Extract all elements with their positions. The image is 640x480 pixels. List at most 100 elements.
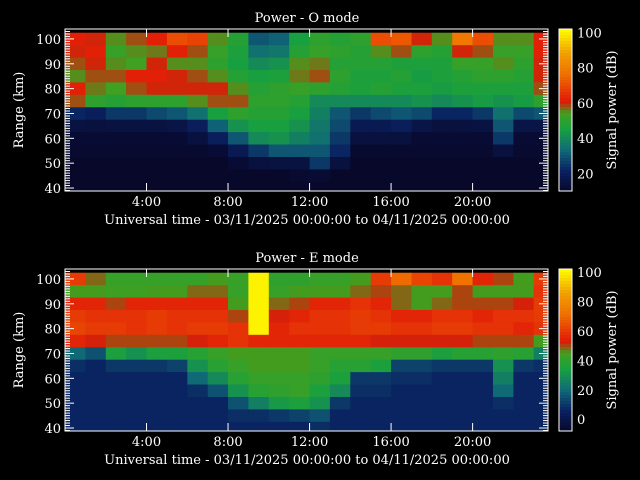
heatmap-cell — [166, 310, 188, 323]
heatmap-cell — [166, 322, 188, 336]
heatmap-cell — [65, 181, 86, 192]
heatmap-cell — [391, 169, 412, 183]
heatmap-cell — [207, 421, 229, 432]
heatmap-cell — [228, 157, 249, 170]
colorbar-segment — [559, 422, 572, 426]
heatmap-cell — [187, 322, 209, 336]
heatmap-cell — [431, 322, 453, 336]
colorbar-segment — [559, 404, 572, 408]
colorbar-segment — [559, 59, 572, 63]
heatmap-cell — [228, 297, 249, 311]
heatmap-cell — [289, 397, 311, 410]
heatmap-cell — [126, 334, 147, 348]
heatmap-cell — [452, 144, 474, 158]
heatmap-cell — [513, 45, 535, 59]
x-tick-label: 12:00 — [291, 195, 328, 210]
heatmap-cell — [411, 285, 433, 299]
heatmap-cell — [391, 322, 412, 336]
heatmap-cell — [166, 421, 188, 432]
heatmap-cell — [431, 421, 453, 432]
heatmap-cell — [309, 347, 331, 361]
heatmap-cell — [166, 144, 188, 158]
heatmap-cell — [126, 285, 147, 299]
heatmap-cell — [493, 409, 514, 423]
y-axis-label: Range (km) — [12, 312, 27, 389]
heatmap-cell — [329, 322, 351, 336]
heatmap-cell — [370, 157, 392, 170]
colorbar-segment — [559, 56, 572, 60]
heatmap-cell — [126, 107, 147, 121]
heatmap-cell — [228, 57, 249, 71]
heatmap-cell — [207, 359, 229, 373]
heatmap-cell — [472, 285, 494, 299]
heatmap-cell — [370, 181, 392, 192]
heatmap-cell — [370, 32, 392, 46]
heatmap-cell — [533, 94, 549, 108]
heatmap-cell — [309, 82, 331, 96]
colorbar-segment — [559, 296, 572, 300]
heatmap-cell — [370, 272, 392, 286]
heatmap-cell — [126, 32, 147, 46]
heatmap-cell — [411, 359, 433, 373]
heatmap-cell — [187, 397, 209, 410]
heatmap-cell — [289, 132, 311, 145]
heatmap-cell — [166, 169, 188, 183]
heatmap-cell — [391, 70, 412, 83]
heatmap-cell — [268, 169, 290, 183]
heatmap-cell — [166, 70, 188, 83]
heatmap-cell — [309, 32, 331, 46]
heatmap-cell — [207, 310, 229, 323]
heatmap-cell — [228, 397, 249, 410]
heatmap-cell — [513, 32, 535, 46]
heatmap-cell — [452, 372, 474, 385]
heatmap-cell — [431, 119, 453, 133]
heatmap-cell — [309, 57, 331, 71]
heatmap-cell — [187, 421, 209, 432]
heatmap-cell — [472, 310, 494, 323]
heatmap-cell — [146, 409, 168, 423]
colorbar-segment — [559, 188, 572, 192]
heatmap-cell — [493, 181, 514, 192]
heatmap-cell — [228, 82, 249, 96]
heatmap-cell — [329, 132, 351, 145]
heatmap-cell — [411, 409, 433, 423]
heatmap-cell — [268, 322, 290, 336]
y-tick-label: 50 — [44, 397, 61, 412]
heatmap-cell — [146, 70, 168, 83]
heatmap-cell — [85, 384, 107, 398]
colorbar-segment — [559, 143, 572, 147]
colorbar-tick-label: 80 — [577, 62, 594, 77]
heatmap-cell — [472, 157, 494, 170]
heatmap-cell — [513, 397, 535, 410]
heatmap-cell — [126, 359, 147, 373]
heatmap-cell — [472, 297, 494, 311]
heatmap-cell — [65, 94, 86, 108]
heatmap-cell — [187, 82, 209, 96]
heatmap-cell — [85, 409, 107, 423]
heatmap-cell — [146, 107, 168, 121]
heatmap-cell — [350, 57, 372, 71]
heatmap-cell — [248, 181, 270, 192]
heatmap-cell — [513, 409, 535, 423]
heatmap-cell — [472, 32, 494, 46]
heatmap-cell — [391, 144, 412, 158]
heatmap-cell — [513, 107, 535, 121]
heatmap-cell — [248, 272, 270, 286]
colorbar-segment — [559, 347, 572, 351]
heatmap-cell — [228, 94, 249, 108]
heatmap-cell — [431, 94, 453, 108]
heatmap-cell — [207, 169, 229, 183]
heatmap-cell — [391, 57, 412, 71]
heatmap-cell — [85, 144, 107, 158]
heatmap-cell — [248, 359, 270, 373]
y-tick-label: 40 — [44, 182, 61, 197]
heatmap-cell — [105, 285, 127, 299]
heatmap-cell — [166, 272, 188, 286]
heatmap — [65, 32, 549, 192]
heatmap-cell — [350, 45, 372, 59]
colorbar-segment — [559, 134, 572, 138]
heatmap-cell — [207, 157, 229, 170]
heatmap-cell — [493, 322, 514, 336]
panel-title: Power - E mode — [255, 251, 359, 266]
colorbar-segment — [559, 308, 572, 312]
